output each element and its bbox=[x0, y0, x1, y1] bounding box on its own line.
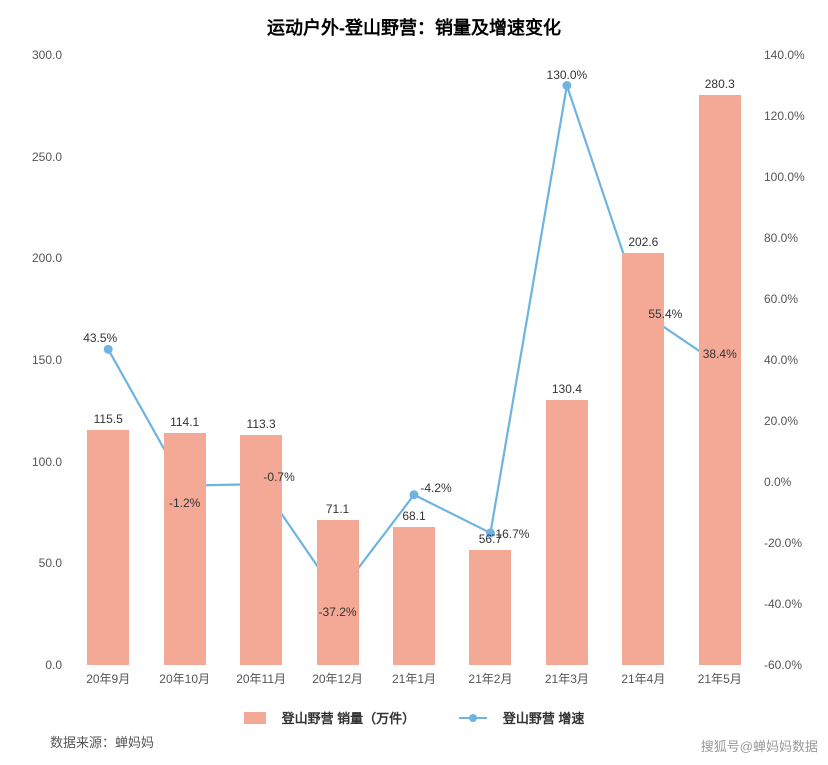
y-left-tick: 100.0 bbox=[12, 455, 62, 469]
y-right-tick: 0.0% bbox=[764, 475, 824, 489]
legend-label-line: 登山野营 增速 bbox=[503, 708, 585, 727]
x-tick: 21年3月 bbox=[532, 670, 602, 687]
y-left-tick: 50.0 bbox=[12, 556, 62, 570]
y-right-tick: 60.0% bbox=[764, 292, 824, 306]
bar bbox=[317, 520, 359, 665]
chart-title: 运动户外-登山野营：销量及增速变化 bbox=[0, 0, 828, 40]
bar bbox=[469, 550, 511, 665]
legend-label-bar: 登山野营 销量（万件） bbox=[282, 708, 416, 727]
line-marker bbox=[410, 490, 419, 499]
legend-item-line: 登山野营 增速 bbox=[449, 708, 595, 727]
line-value-label: 55.4% bbox=[648, 307, 682, 321]
legend-swatch-bar bbox=[244, 712, 266, 724]
line-marker bbox=[104, 345, 113, 354]
chart-container: 运动户外-登山野营：销量及增速变化 0.050.0100.0150.0200.0… bbox=[0, 0, 828, 765]
x-tick: 21年5月 bbox=[685, 670, 755, 687]
line-marker bbox=[562, 81, 571, 90]
bar-value-label: 68.1 bbox=[402, 509, 425, 523]
y-right-tick: -40.0% bbox=[764, 597, 824, 611]
bar bbox=[546, 400, 588, 665]
y-right-tick: -60.0% bbox=[764, 658, 824, 672]
y-right-tick: 80.0% bbox=[764, 231, 824, 245]
bar-value-label: 130.4 bbox=[552, 382, 582, 396]
line-value-label: 43.5% bbox=[83, 331, 117, 345]
y-left-tick: 250.0 bbox=[12, 150, 62, 164]
bar bbox=[699, 95, 741, 665]
line-value-label: -4.2% bbox=[420, 481, 451, 495]
bar-value-label: 280.3 bbox=[705, 77, 735, 91]
line-value-label: -37.2% bbox=[319, 605, 357, 619]
x-tick: 20年12月 bbox=[303, 670, 373, 687]
y-left-tick: 150.0 bbox=[12, 353, 62, 367]
watermark-label: 搜狐号@蝉妈妈数据 bbox=[701, 736, 818, 755]
x-tick: 21年1月 bbox=[379, 670, 449, 687]
y-left-tick: 0.0 bbox=[12, 658, 62, 672]
plot-area: 0.050.0100.0150.0200.0250.0300.0-60.0%-4… bbox=[70, 55, 758, 665]
y-right-tick: 20.0% bbox=[764, 414, 824, 428]
legend-swatch-line bbox=[459, 712, 487, 724]
y-right-tick: 140.0% bbox=[764, 48, 824, 62]
y-right-tick: 120.0% bbox=[764, 109, 824, 123]
line-value-label: 38.4% bbox=[703, 347, 737, 361]
y-right-tick: -20.0% bbox=[764, 536, 824, 550]
bar bbox=[393, 527, 435, 665]
y-left-tick: 200.0 bbox=[12, 251, 62, 265]
bar-value-label: 115.5 bbox=[94, 412, 123, 426]
line-value-label: -0.7% bbox=[263, 470, 294, 484]
bar bbox=[87, 430, 129, 665]
legend: 登山野营 销量（万件） 登山野营 增速 bbox=[0, 708, 828, 727]
bar-value-label: 71.1 bbox=[326, 502, 349, 516]
bar-value-label: 113.3 bbox=[247, 417, 276, 431]
y-left-tick: 300.0 bbox=[12, 48, 62, 62]
x-tick: 20年9月 bbox=[73, 670, 143, 687]
bar-value-label: 202.6 bbox=[628, 235, 658, 249]
x-tick: 21年2月 bbox=[455, 670, 525, 687]
x-tick: 20年11月 bbox=[226, 670, 296, 687]
legend-item-bar: 登山野营 销量（万件） bbox=[234, 708, 426, 727]
x-tick: 21年4月 bbox=[608, 670, 678, 687]
y-right-tick: 100.0% bbox=[764, 170, 824, 184]
bar-value-label: 114.1 bbox=[170, 415, 199, 429]
y-right-tick: 40.0% bbox=[764, 353, 824, 367]
line-value-label: -1.2% bbox=[169, 496, 200, 510]
bar bbox=[164, 433, 206, 665]
line-value-label: -16.7% bbox=[491, 527, 529, 541]
line-value-label: 130.0% bbox=[547, 68, 588, 82]
source-label: 数据来源：蝉妈妈 bbox=[50, 732, 154, 751]
x-tick: 20年10月 bbox=[150, 670, 220, 687]
